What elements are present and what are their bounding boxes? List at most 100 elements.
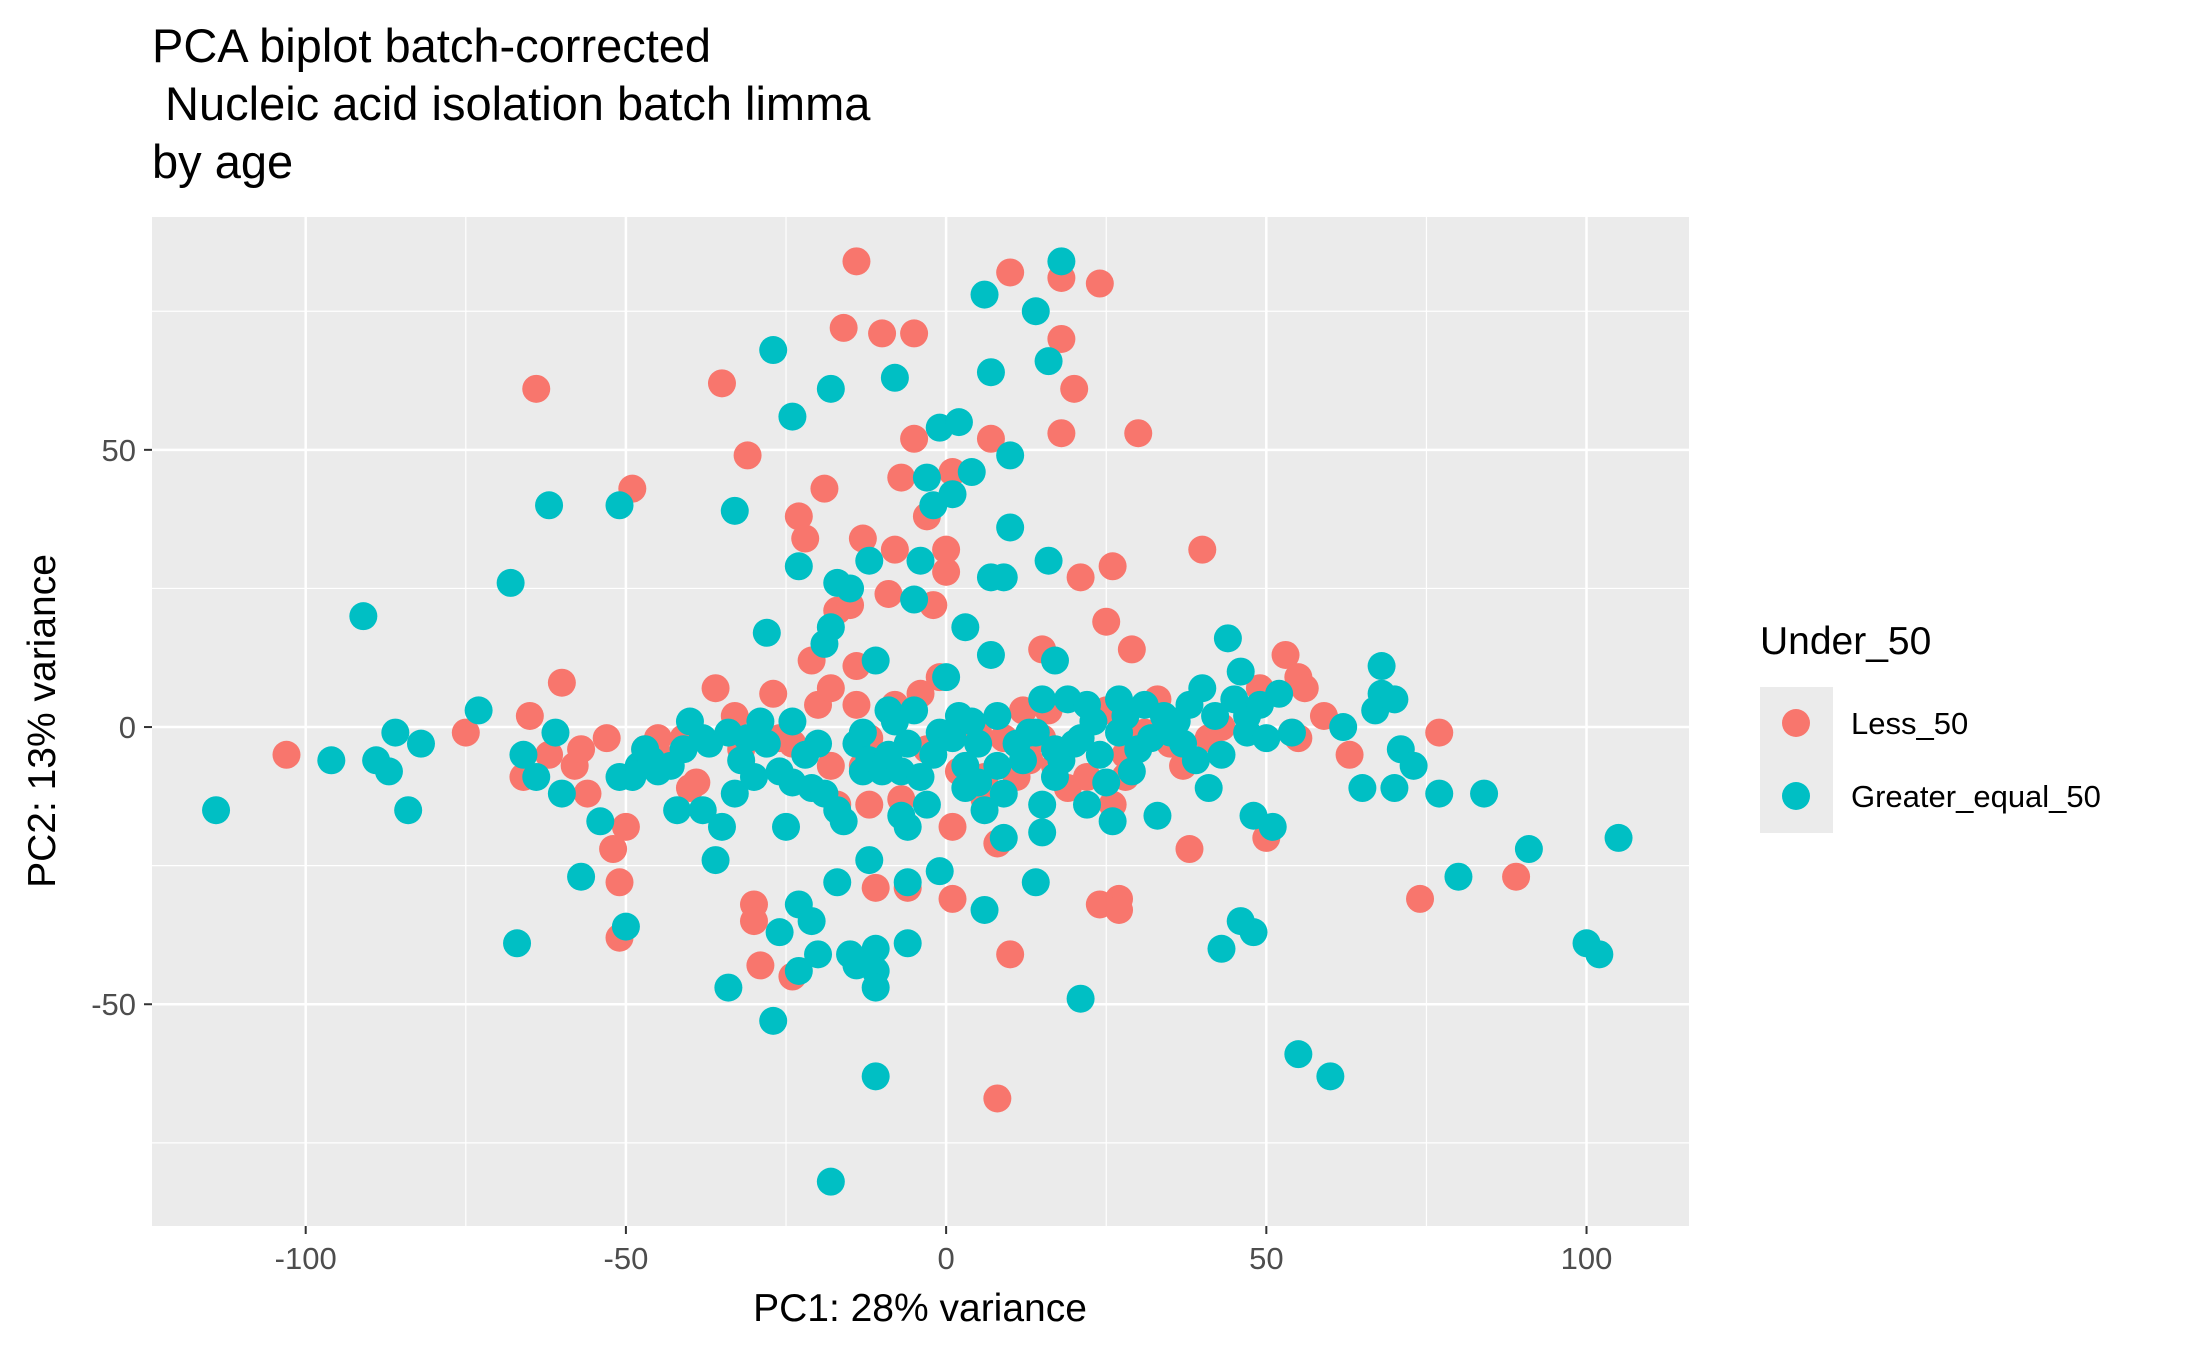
- data-point: [765, 918, 794, 947]
- data-point: [893, 868, 922, 897]
- data-point: [464, 696, 493, 725]
- data-point: [855, 790, 884, 819]
- x-tick-label: -50: [604, 1241, 649, 1276]
- data-point: [932, 663, 961, 692]
- data-point: [522, 762, 551, 791]
- data-point: [1348, 774, 1377, 803]
- data-point: [701, 674, 730, 703]
- data-point: [701, 846, 730, 875]
- data-point: [547, 668, 576, 697]
- data-point: [938, 884, 967, 913]
- data-point: [541, 718, 570, 747]
- data-point: [707, 369, 736, 398]
- data-point: [739, 762, 768, 791]
- data-point: [746, 707, 775, 736]
- data-point: [1585, 940, 1614, 969]
- data-point: [900, 319, 929, 348]
- data-point: [791, 524, 820, 553]
- data-point: [900, 585, 929, 614]
- data-point: [996, 940, 1025, 969]
- data-point: [611, 812, 640, 841]
- data-points: [202, 247, 1633, 1196]
- data-point: [919, 740, 948, 769]
- data-point: [1188, 674, 1217, 703]
- data-point: [989, 563, 1018, 592]
- chart-title-line-1: PCA biplot batch-corrected: [152, 19, 711, 72]
- data-point: [720, 779, 749, 808]
- data-point: [1514, 835, 1543, 864]
- data-point: [1105, 895, 1134, 924]
- data-point: [1284, 1040, 1313, 1069]
- data-point: [784, 552, 813, 581]
- legend-key-marker: [1782, 709, 1810, 737]
- data-point: [714, 973, 743, 1002]
- data-point: [1085, 740, 1114, 769]
- data-point: [996, 441, 1025, 470]
- data-point: [868, 319, 897, 348]
- data-point: [976, 640, 1005, 669]
- data-point: [1502, 862, 1531, 891]
- data-point: [592, 724, 621, 753]
- data-point: [1444, 862, 1473, 891]
- data-point: [547, 779, 576, 808]
- data-point: [1425, 718, 1454, 747]
- data-point: [887, 463, 916, 492]
- data-point: [1213, 624, 1242, 653]
- data-point: [406, 729, 435, 758]
- data-point: [752, 618, 781, 647]
- data-point: [957, 458, 986, 487]
- data-point: [515, 701, 544, 730]
- data-point: [1092, 607, 1121, 636]
- legend: Under_50 Less_50 Greater_equal_50: [1760, 620, 2101, 833]
- data-point: [503, 929, 532, 958]
- data-point: [1021, 718, 1050, 747]
- data-point: [848, 524, 877, 553]
- data-point: [964, 729, 993, 758]
- data-point: [522, 374, 551, 403]
- legend-keys: Less_50 Greater_equal_50: [1760, 687, 2101, 833]
- data-point: [1034, 347, 1063, 376]
- data-point: [861, 934, 890, 963]
- data-point: [739, 907, 768, 936]
- data-point: [1271, 640, 1300, 669]
- data-point: [829, 807, 858, 836]
- data-point: [816, 751, 845, 780]
- data-point: [1425, 779, 1454, 808]
- data-point: [797, 907, 826, 936]
- data-point: [938, 458, 967, 487]
- data-point: [1207, 740, 1236, 769]
- data-point: [912, 790, 941, 819]
- data-point: [599, 835, 628, 864]
- data-point: [996, 258, 1025, 287]
- data-point: [816, 1167, 845, 1196]
- data-point: [816, 613, 845, 642]
- data-point: [880, 363, 909, 392]
- data-point: [1117, 757, 1146, 786]
- data-point: [349, 602, 378, 631]
- data-point: [746, 951, 775, 980]
- data-point: [893, 812, 922, 841]
- data-point: [567, 862, 596, 891]
- data-point: [535, 491, 564, 520]
- y-axis-title: PC2: 13% variance: [21, 554, 64, 888]
- data-point: [1073, 790, 1102, 819]
- data-point: [272, 740, 301, 769]
- data-point: [900, 696, 929, 725]
- data-point: [970, 280, 999, 309]
- data-point: [823, 868, 852, 897]
- y-tick-label: -50: [91, 987, 136, 1022]
- data-point: [1085, 269, 1114, 298]
- data-point: [861, 646, 890, 675]
- data-point: [938, 724, 967, 753]
- data-point: [906, 762, 935, 791]
- data-point: [1201, 701, 1230, 730]
- data-point: [1028, 818, 1057, 847]
- data-point: [964, 768, 993, 797]
- data-point: [842, 247, 871, 276]
- x-tick-label: 0: [937, 1241, 954, 1276]
- data-point: [1092, 768, 1121, 797]
- data-point: [932, 535, 961, 564]
- data-point: [1258, 812, 1287, 841]
- data-point: [861, 873, 890, 902]
